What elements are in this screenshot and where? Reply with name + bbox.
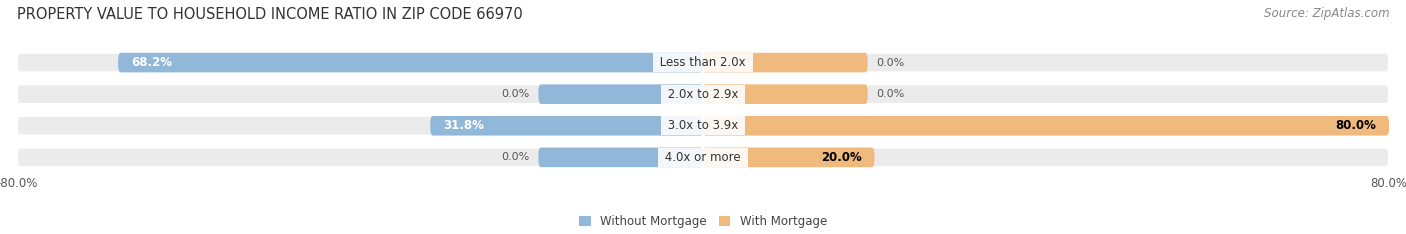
FancyBboxPatch shape (703, 116, 1389, 135)
FancyBboxPatch shape (430, 116, 703, 135)
Text: 3.0x to 3.9x: 3.0x to 3.9x (664, 119, 742, 132)
FancyBboxPatch shape (703, 53, 868, 72)
Text: PROPERTY VALUE TO HOUSEHOLD INCOME RATIO IN ZIP CODE 66970: PROPERTY VALUE TO HOUSEHOLD INCOME RATIO… (17, 7, 523, 22)
FancyBboxPatch shape (17, 84, 1389, 104)
FancyBboxPatch shape (703, 148, 875, 167)
Text: 31.8%: 31.8% (443, 119, 484, 132)
FancyBboxPatch shape (538, 148, 703, 167)
Text: 0.0%: 0.0% (876, 89, 904, 99)
Text: 0.0%: 0.0% (502, 89, 530, 99)
FancyBboxPatch shape (703, 84, 868, 104)
Text: 0.0%: 0.0% (876, 58, 904, 68)
Text: 0.0%: 0.0% (502, 152, 530, 162)
Text: Less than 2.0x: Less than 2.0x (657, 56, 749, 69)
Text: 4.0x or more: 4.0x or more (661, 151, 745, 164)
FancyBboxPatch shape (538, 84, 703, 104)
FancyBboxPatch shape (17, 148, 1389, 167)
FancyBboxPatch shape (17, 116, 1389, 135)
Text: Source: ZipAtlas.com: Source: ZipAtlas.com (1264, 7, 1389, 20)
Legend: Without Mortgage, With Mortgage: Without Mortgage, With Mortgage (574, 211, 832, 233)
FancyBboxPatch shape (118, 53, 703, 72)
Text: 20.0%: 20.0% (821, 151, 862, 164)
Text: 2.0x to 2.9x: 2.0x to 2.9x (664, 88, 742, 101)
Text: 68.2%: 68.2% (131, 56, 172, 69)
Text: 80.0%: 80.0% (1336, 119, 1376, 132)
FancyBboxPatch shape (17, 53, 1389, 72)
